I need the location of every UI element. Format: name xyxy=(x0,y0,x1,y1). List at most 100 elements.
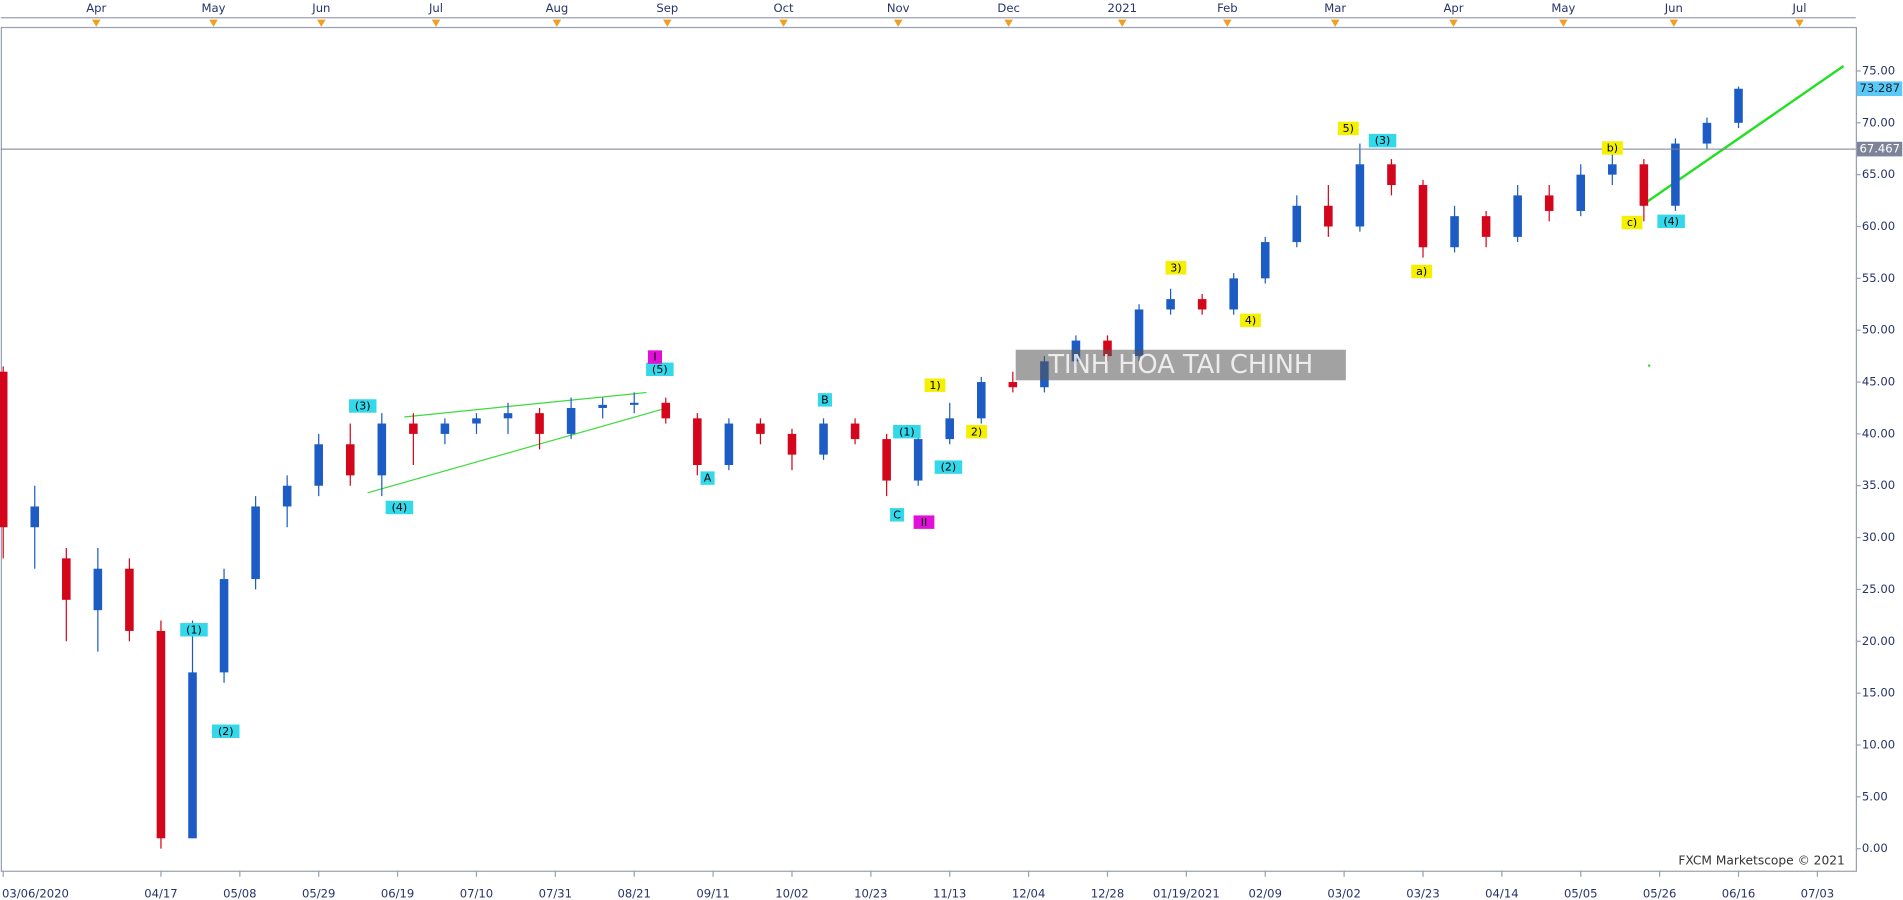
period-marker xyxy=(1223,19,1232,27)
period-marker xyxy=(1559,19,1568,27)
period-marker xyxy=(552,19,562,27)
top-tick-label: May xyxy=(202,1,226,15)
x-tick-label: 10/23 xyxy=(854,886,887,900)
wave-label: 5) xyxy=(1343,122,1354,135)
x-tick-label: 07/03 xyxy=(1801,886,1834,900)
x-tick-label: 03/02 xyxy=(1327,886,1360,900)
top-tick-label: Oct xyxy=(774,1,795,15)
x-tick-label: 11/13 xyxy=(933,886,966,900)
candle-body xyxy=(62,558,71,600)
x-tick-label: 03/06/2020 xyxy=(2,886,69,900)
y-tick-label: 15.00 xyxy=(1862,686,1895,700)
candle-body xyxy=(1608,164,1617,175)
watermark-box xyxy=(1015,349,1346,381)
y-tick-label: 40.00 xyxy=(1862,426,1895,440)
y-tick-label: 55.00 xyxy=(1862,271,1895,285)
candle-body xyxy=(850,423,860,440)
wave-label-box xyxy=(924,378,946,392)
period-marker xyxy=(1449,19,1458,27)
wave-label-box xyxy=(1621,215,1643,230)
candle-body xyxy=(251,506,260,580)
x-tick-label: 02/09 xyxy=(1249,886,1282,900)
candle-body xyxy=(219,579,229,673)
candle-body xyxy=(1734,88,1743,123)
candle-body xyxy=(1544,195,1554,211)
top-tick-label: Nov xyxy=(887,1,910,15)
candle-body xyxy=(913,439,923,481)
wave-label-box xyxy=(966,424,987,439)
candle-body xyxy=(1481,216,1491,237)
wave-label: (1) xyxy=(899,425,915,438)
wave-label-box xyxy=(646,362,674,377)
x-tick-label: 10/02 xyxy=(775,886,808,900)
wave-label-box xyxy=(934,460,963,474)
top-tick-label: Jul xyxy=(1792,1,1807,15)
top-tick-label: Jul xyxy=(428,1,443,15)
wave-label: B xyxy=(821,393,829,406)
wave-label-box xyxy=(1411,264,1433,279)
wave-label-box xyxy=(1337,121,1359,136)
x-tick-label: 04/17 xyxy=(144,886,177,900)
candle-body xyxy=(503,413,513,419)
wave-label-box xyxy=(700,471,715,485)
candle-body xyxy=(409,423,418,434)
wave-label: A xyxy=(704,472,712,485)
candle-body xyxy=(1671,143,1680,206)
candle-body xyxy=(1260,242,1270,279)
wave-label: (4) xyxy=(1663,215,1679,228)
y-tick-label: 10.00 xyxy=(1862,737,1895,751)
x-tick-label: 05/26 xyxy=(1643,886,1676,900)
period-marker xyxy=(1004,19,1013,27)
wave-label: 4) xyxy=(1245,314,1256,327)
x-tick-label: 06/16 xyxy=(1722,886,1755,900)
period-marker xyxy=(1330,19,1340,27)
x-tick-label: 07/10 xyxy=(460,886,493,900)
wave-label-box xyxy=(893,424,921,439)
candle-body xyxy=(345,444,355,476)
top-tick-label: Apr xyxy=(1443,1,1463,15)
x-tick-label: 12/28 xyxy=(1091,886,1124,900)
marker-dot xyxy=(1647,364,1651,367)
y-tick-label: 5.00 xyxy=(1862,789,1888,803)
candle-body xyxy=(977,382,986,419)
candle-body xyxy=(0,371,8,528)
top-tick-label: Jun xyxy=(311,1,330,15)
wave-label-box xyxy=(913,515,935,529)
candle-body xyxy=(693,418,702,466)
period-marker xyxy=(1795,19,1804,27)
candle-body xyxy=(598,404,607,408)
wave-label: II xyxy=(921,516,928,529)
y-tick-label: 20.00 xyxy=(1862,634,1895,648)
candle-body xyxy=(535,413,544,434)
wave-label-box xyxy=(647,350,662,364)
y-tick-label: 60.00 xyxy=(1862,219,1895,233)
y-tick-label: 25.00 xyxy=(1862,582,1895,596)
candle-body xyxy=(440,423,450,434)
top-tick-label: Feb xyxy=(1217,1,1238,15)
wave-label-box xyxy=(348,399,377,413)
x-tick-label: 04/14 xyxy=(1485,886,1518,900)
candle-body xyxy=(1702,122,1712,144)
wave-label-box xyxy=(1240,313,1261,328)
top-tick-label: Jun xyxy=(1664,1,1683,15)
wave-label: 3) xyxy=(1170,261,1181,274)
wave-label: (3) xyxy=(355,400,371,413)
x-tick-label: 09/11 xyxy=(696,886,729,900)
wave-label-box xyxy=(385,500,414,515)
x-tick-label: 12/04 xyxy=(1012,886,1045,900)
period-marker xyxy=(779,19,788,27)
x-tick-label: 05/05 xyxy=(1564,886,1597,900)
candle-body xyxy=(1197,299,1207,310)
wave-label-box xyxy=(817,393,832,407)
last-price-box xyxy=(1857,81,1903,97)
candle-body xyxy=(1418,185,1428,248)
top-tick-label: Mar xyxy=(1324,1,1346,15)
wave-label: (1) xyxy=(186,623,202,636)
wave-label-box xyxy=(1602,141,1623,155)
x-tick-label: 03/23 xyxy=(1406,886,1439,900)
last-price-label: 73.287 xyxy=(1859,81,1900,95)
wave-label: (2) xyxy=(941,461,957,474)
wave-label: (2) xyxy=(218,725,234,738)
y-tick-label: 35.00 xyxy=(1862,478,1895,492)
candle-body xyxy=(566,407,576,434)
